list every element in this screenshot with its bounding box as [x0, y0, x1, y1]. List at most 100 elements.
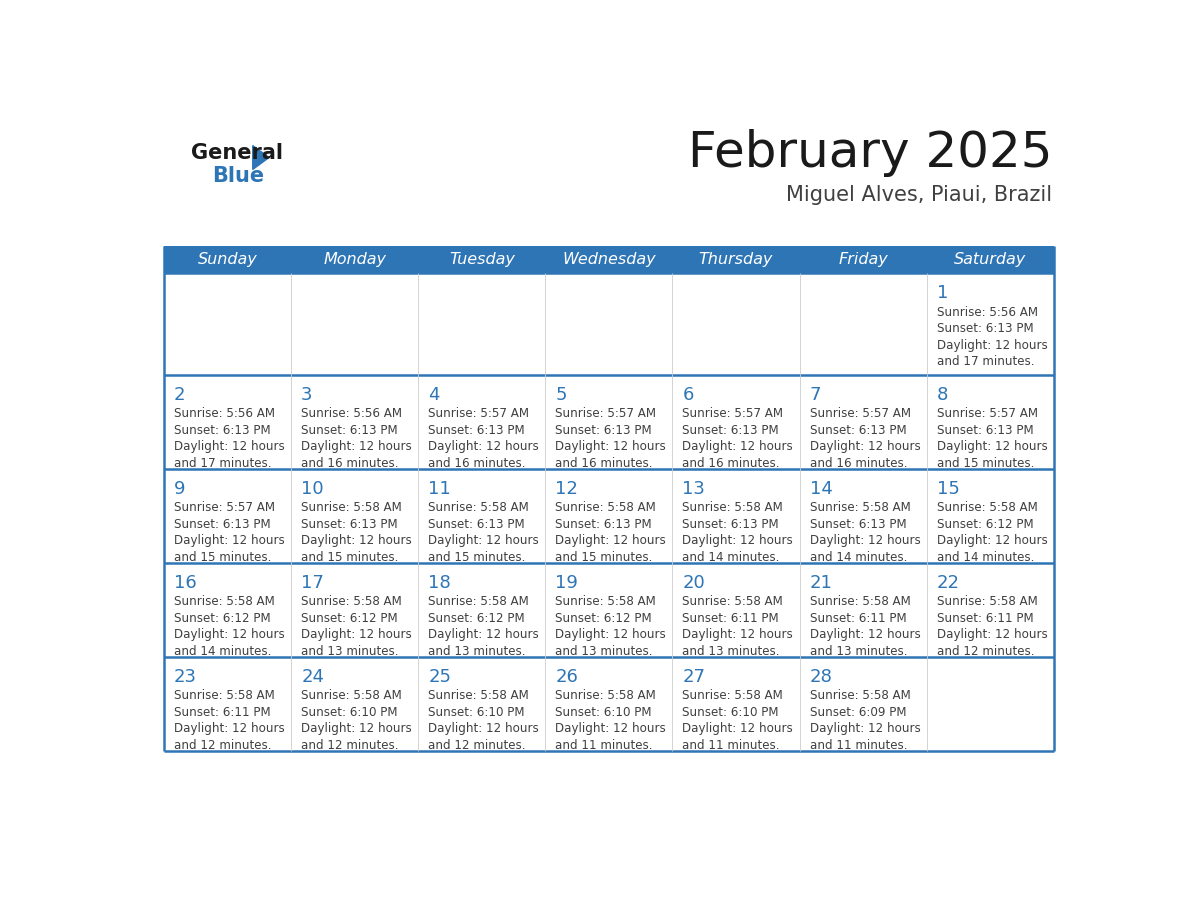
- Text: Sunrise: 5:57 AM: Sunrise: 5:57 AM: [682, 408, 783, 420]
- Text: 23: 23: [175, 667, 197, 686]
- Bar: [672, 657, 800, 751]
- Text: and 11 minutes.: and 11 minutes.: [555, 739, 653, 752]
- Text: and 17 minutes.: and 17 minutes.: [175, 457, 272, 470]
- Bar: [927, 274, 1054, 375]
- Text: Tuesday: Tuesday: [449, 252, 514, 267]
- Text: Sunrise: 5:57 AM: Sunrise: 5:57 AM: [429, 408, 530, 420]
- Text: Sunrise: 5:58 AM: Sunrise: 5:58 AM: [175, 595, 274, 609]
- Text: Daylight: 12 hours: Daylight: 12 hours: [555, 628, 666, 642]
- Text: 16: 16: [175, 574, 197, 592]
- Bar: [164, 563, 291, 657]
- Text: Daylight: 12 hours: Daylight: 12 hours: [429, 722, 539, 735]
- Text: Sunset: 6:12 PM: Sunset: 6:12 PM: [555, 611, 652, 625]
- Text: 12: 12: [555, 480, 579, 498]
- Text: 7: 7: [809, 386, 821, 404]
- Text: 9: 9: [175, 480, 185, 498]
- Bar: [672, 469, 800, 563]
- Text: Sunset: 6:11 PM: Sunset: 6:11 PM: [936, 611, 1034, 625]
- Text: Sunset: 6:13 PM: Sunset: 6:13 PM: [682, 518, 779, 531]
- Text: Sunset: 6:10 PM: Sunset: 6:10 PM: [302, 706, 398, 719]
- Text: Daylight: 12 hours: Daylight: 12 hours: [682, 534, 794, 547]
- Text: Wednesday: Wednesday: [562, 252, 656, 267]
- Text: Daylight: 12 hours: Daylight: 12 hours: [809, 534, 921, 547]
- Text: Daylight: 12 hours: Daylight: 12 hours: [936, 628, 1048, 642]
- Text: and 16 minutes.: and 16 minutes.: [555, 457, 653, 470]
- Text: Daylight: 12 hours: Daylight: 12 hours: [429, 534, 539, 547]
- Text: Sunset: 6:13 PM: Sunset: 6:13 PM: [555, 424, 652, 437]
- Bar: [545, 469, 672, 563]
- Bar: [164, 274, 291, 375]
- Bar: [545, 657, 672, 751]
- Text: Sunrise: 5:58 AM: Sunrise: 5:58 AM: [302, 501, 402, 514]
- Bar: [800, 469, 927, 563]
- Text: Sunrise: 5:57 AM: Sunrise: 5:57 AM: [809, 408, 910, 420]
- Text: Sunrise: 5:56 AM: Sunrise: 5:56 AM: [175, 408, 276, 420]
- Text: Sunset: 6:13 PM: Sunset: 6:13 PM: [302, 518, 398, 531]
- Text: Sunset: 6:10 PM: Sunset: 6:10 PM: [555, 706, 652, 719]
- Text: 27: 27: [682, 667, 706, 686]
- Bar: [545, 375, 672, 469]
- Text: 18: 18: [429, 574, 451, 592]
- Text: and 14 minutes.: and 14 minutes.: [809, 551, 906, 564]
- Text: Sunset: 6:12 PM: Sunset: 6:12 PM: [175, 611, 271, 625]
- Polygon shape: [253, 146, 268, 170]
- Text: and 12 minutes.: and 12 minutes.: [175, 739, 272, 752]
- Text: Daylight: 12 hours: Daylight: 12 hours: [936, 441, 1048, 453]
- Bar: [291, 375, 418, 469]
- Text: Sunday: Sunday: [197, 252, 258, 267]
- Bar: [418, 563, 545, 657]
- Text: Daylight: 12 hours: Daylight: 12 hours: [809, 722, 921, 735]
- Text: Sunrise: 5:57 AM: Sunrise: 5:57 AM: [175, 501, 276, 514]
- Bar: [545, 563, 672, 657]
- Text: General: General: [191, 143, 283, 163]
- Text: Daylight: 12 hours: Daylight: 12 hours: [175, 722, 285, 735]
- Bar: [418, 375, 545, 469]
- Bar: [418, 274, 545, 375]
- Bar: [927, 375, 1054, 469]
- Text: 26: 26: [555, 667, 579, 686]
- Text: Sunrise: 5:58 AM: Sunrise: 5:58 AM: [429, 501, 529, 514]
- Text: 20: 20: [682, 574, 706, 592]
- Text: Sunrise: 5:57 AM: Sunrise: 5:57 AM: [936, 408, 1037, 420]
- Text: Sunset: 6:09 PM: Sunset: 6:09 PM: [809, 706, 906, 719]
- Text: Sunset: 6:13 PM: Sunset: 6:13 PM: [429, 518, 525, 531]
- Text: Sunrise: 5:58 AM: Sunrise: 5:58 AM: [809, 595, 910, 609]
- Text: Daylight: 12 hours: Daylight: 12 hours: [555, 441, 666, 453]
- Text: and 15 minutes.: and 15 minutes.: [936, 457, 1034, 470]
- Text: Sunrise: 5:58 AM: Sunrise: 5:58 AM: [555, 501, 656, 514]
- Bar: [672, 375, 800, 469]
- Bar: [164, 469, 291, 563]
- Text: Sunrise: 5:57 AM: Sunrise: 5:57 AM: [555, 408, 657, 420]
- Text: 21: 21: [809, 574, 833, 592]
- Text: and 11 minutes.: and 11 minutes.: [682, 739, 781, 752]
- Text: 17: 17: [302, 574, 324, 592]
- Text: and 12 minutes.: and 12 minutes.: [936, 645, 1035, 658]
- Text: Thursday: Thursday: [699, 252, 773, 267]
- Text: 22: 22: [936, 574, 960, 592]
- Bar: [927, 469, 1054, 563]
- Text: 14: 14: [809, 480, 833, 498]
- Text: Sunrise: 5:58 AM: Sunrise: 5:58 AM: [809, 689, 910, 702]
- Text: and 14 minutes.: and 14 minutes.: [936, 551, 1034, 564]
- Text: Sunrise: 5:58 AM: Sunrise: 5:58 AM: [682, 689, 783, 702]
- Bar: [800, 563, 927, 657]
- Text: Sunrise: 5:58 AM: Sunrise: 5:58 AM: [302, 595, 402, 609]
- Text: and 16 minutes.: and 16 minutes.: [302, 457, 399, 470]
- Text: 19: 19: [555, 574, 579, 592]
- Text: Daylight: 12 hours: Daylight: 12 hours: [809, 441, 921, 453]
- Bar: [800, 375, 927, 469]
- Text: Sunrise: 5:58 AM: Sunrise: 5:58 AM: [809, 501, 910, 514]
- Text: Sunrise: 5:56 AM: Sunrise: 5:56 AM: [936, 306, 1037, 319]
- Text: Daylight: 12 hours: Daylight: 12 hours: [936, 339, 1048, 352]
- Text: Daylight: 12 hours: Daylight: 12 hours: [175, 441, 285, 453]
- Bar: [672, 563, 800, 657]
- Text: and 11 minutes.: and 11 minutes.: [809, 739, 908, 752]
- Text: Sunrise: 5:58 AM: Sunrise: 5:58 AM: [682, 595, 783, 609]
- Bar: [418, 469, 545, 563]
- Text: Sunrise: 5:58 AM: Sunrise: 5:58 AM: [302, 689, 402, 702]
- Text: and 12 minutes.: and 12 minutes.: [302, 739, 399, 752]
- Text: Daylight: 12 hours: Daylight: 12 hours: [175, 534, 285, 547]
- Text: Sunrise: 5:58 AM: Sunrise: 5:58 AM: [682, 501, 783, 514]
- Text: 28: 28: [809, 667, 833, 686]
- Text: Sunset: 6:12 PM: Sunset: 6:12 PM: [302, 611, 398, 625]
